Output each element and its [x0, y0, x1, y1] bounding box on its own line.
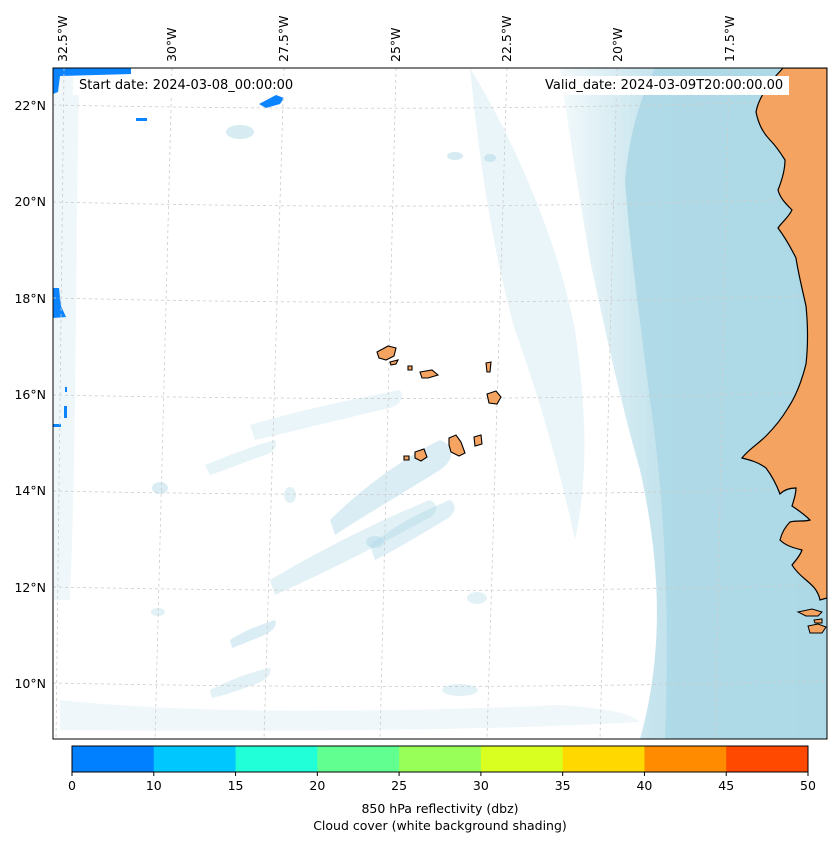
longitude-labels: 32.5°W 30°W 27.5°W 25°W 22.5°W 20°W 17.5…: [55, 16, 737, 62]
lat-label: 18°N: [14, 291, 46, 306]
start-date-label: Start date: 2024-03-08_00:00:00: [73, 76, 300, 95]
colorbar-tick-label: 20: [309, 778, 325, 793]
bijagos-islands: [796, 608, 827, 634]
colorbar-segment: [726, 746, 809, 772]
colorbar: 0 10 15 20 25 30 35 40 45 50 850 hPa reflectivity…: [68, 745, 816, 833]
colorbar-tick-label: 45: [718, 778, 734, 793]
lat-label: 16°N: [14, 387, 46, 402]
cloud-cover-shading: [53, 68, 827, 739]
lat-label: 22°N: [14, 98, 46, 113]
valid-date-label: Valid_date: 2024-03-09T20:00:00.00: [539, 76, 790, 95]
lon-label: 17.5°W: [722, 16, 737, 62]
colorbar-sublabel: Cloud cover (white background shading): [313, 818, 567, 833]
cape-verde-islands: [376, 345, 502, 462]
colorbar-segment: [153, 746, 237, 772]
graticule: [53, 68, 827, 739]
africa-land: [740, 68, 827, 601]
lon-label: 22.5°W: [499, 16, 514, 62]
colorbar-segment: [235, 746, 318, 772]
colorbar-segment: [644, 746, 727, 772]
colorbar-tick-label: 40: [636, 778, 652, 793]
colorbar-segment: [317, 746, 400, 772]
colorbar-segment: [480, 746, 564, 772]
map-area: [53, 68, 827, 739]
reflectivity-patches: [53, 68, 284, 427]
colorbar-segment: [399, 746, 482, 772]
lat-label: 10°N: [14, 676, 46, 691]
colorbar-tick-label: 30: [473, 778, 489, 793]
colorbar-segment: [562, 746, 645, 772]
colorbar-segment: [72, 746, 155, 772]
lat-label: 12°N: [14, 580, 46, 595]
colorbar-tick-label: 15: [228, 778, 244, 793]
lat-label: 14°N: [14, 483, 46, 498]
lon-label: 30°W: [164, 27, 179, 62]
lon-label: 27.5°W: [276, 16, 291, 62]
lon-label: 25°W: [388, 27, 403, 62]
latitude-labels: 22°N 20°N 18°N 16°N 14°N 12°N 10°N: [14, 98, 46, 691]
colorbar-tick-label: 0: [68, 778, 76, 793]
lat-label: 20°N: [14, 194, 46, 209]
colorbar-tick-label: 35: [555, 778, 571, 793]
colorbar-tick-label: 25: [391, 778, 407, 793]
map-frame: [52, 67, 828, 740]
colorbar-tick-label: 50: [800, 778, 816, 793]
colorbar-ticks: 0 10 15 20 25 30 35 40 45 50: [68, 772, 816, 793]
colorbar-label: 850 hPa reflectivity (dbz): [361, 801, 518, 816]
colorbar-frame: [71, 745, 809, 773]
lon-label: 32.5°W: [55, 16, 70, 62]
colorbar-tick-label: 10: [146, 778, 162, 793]
lon-label: 20°W: [610, 27, 625, 62]
